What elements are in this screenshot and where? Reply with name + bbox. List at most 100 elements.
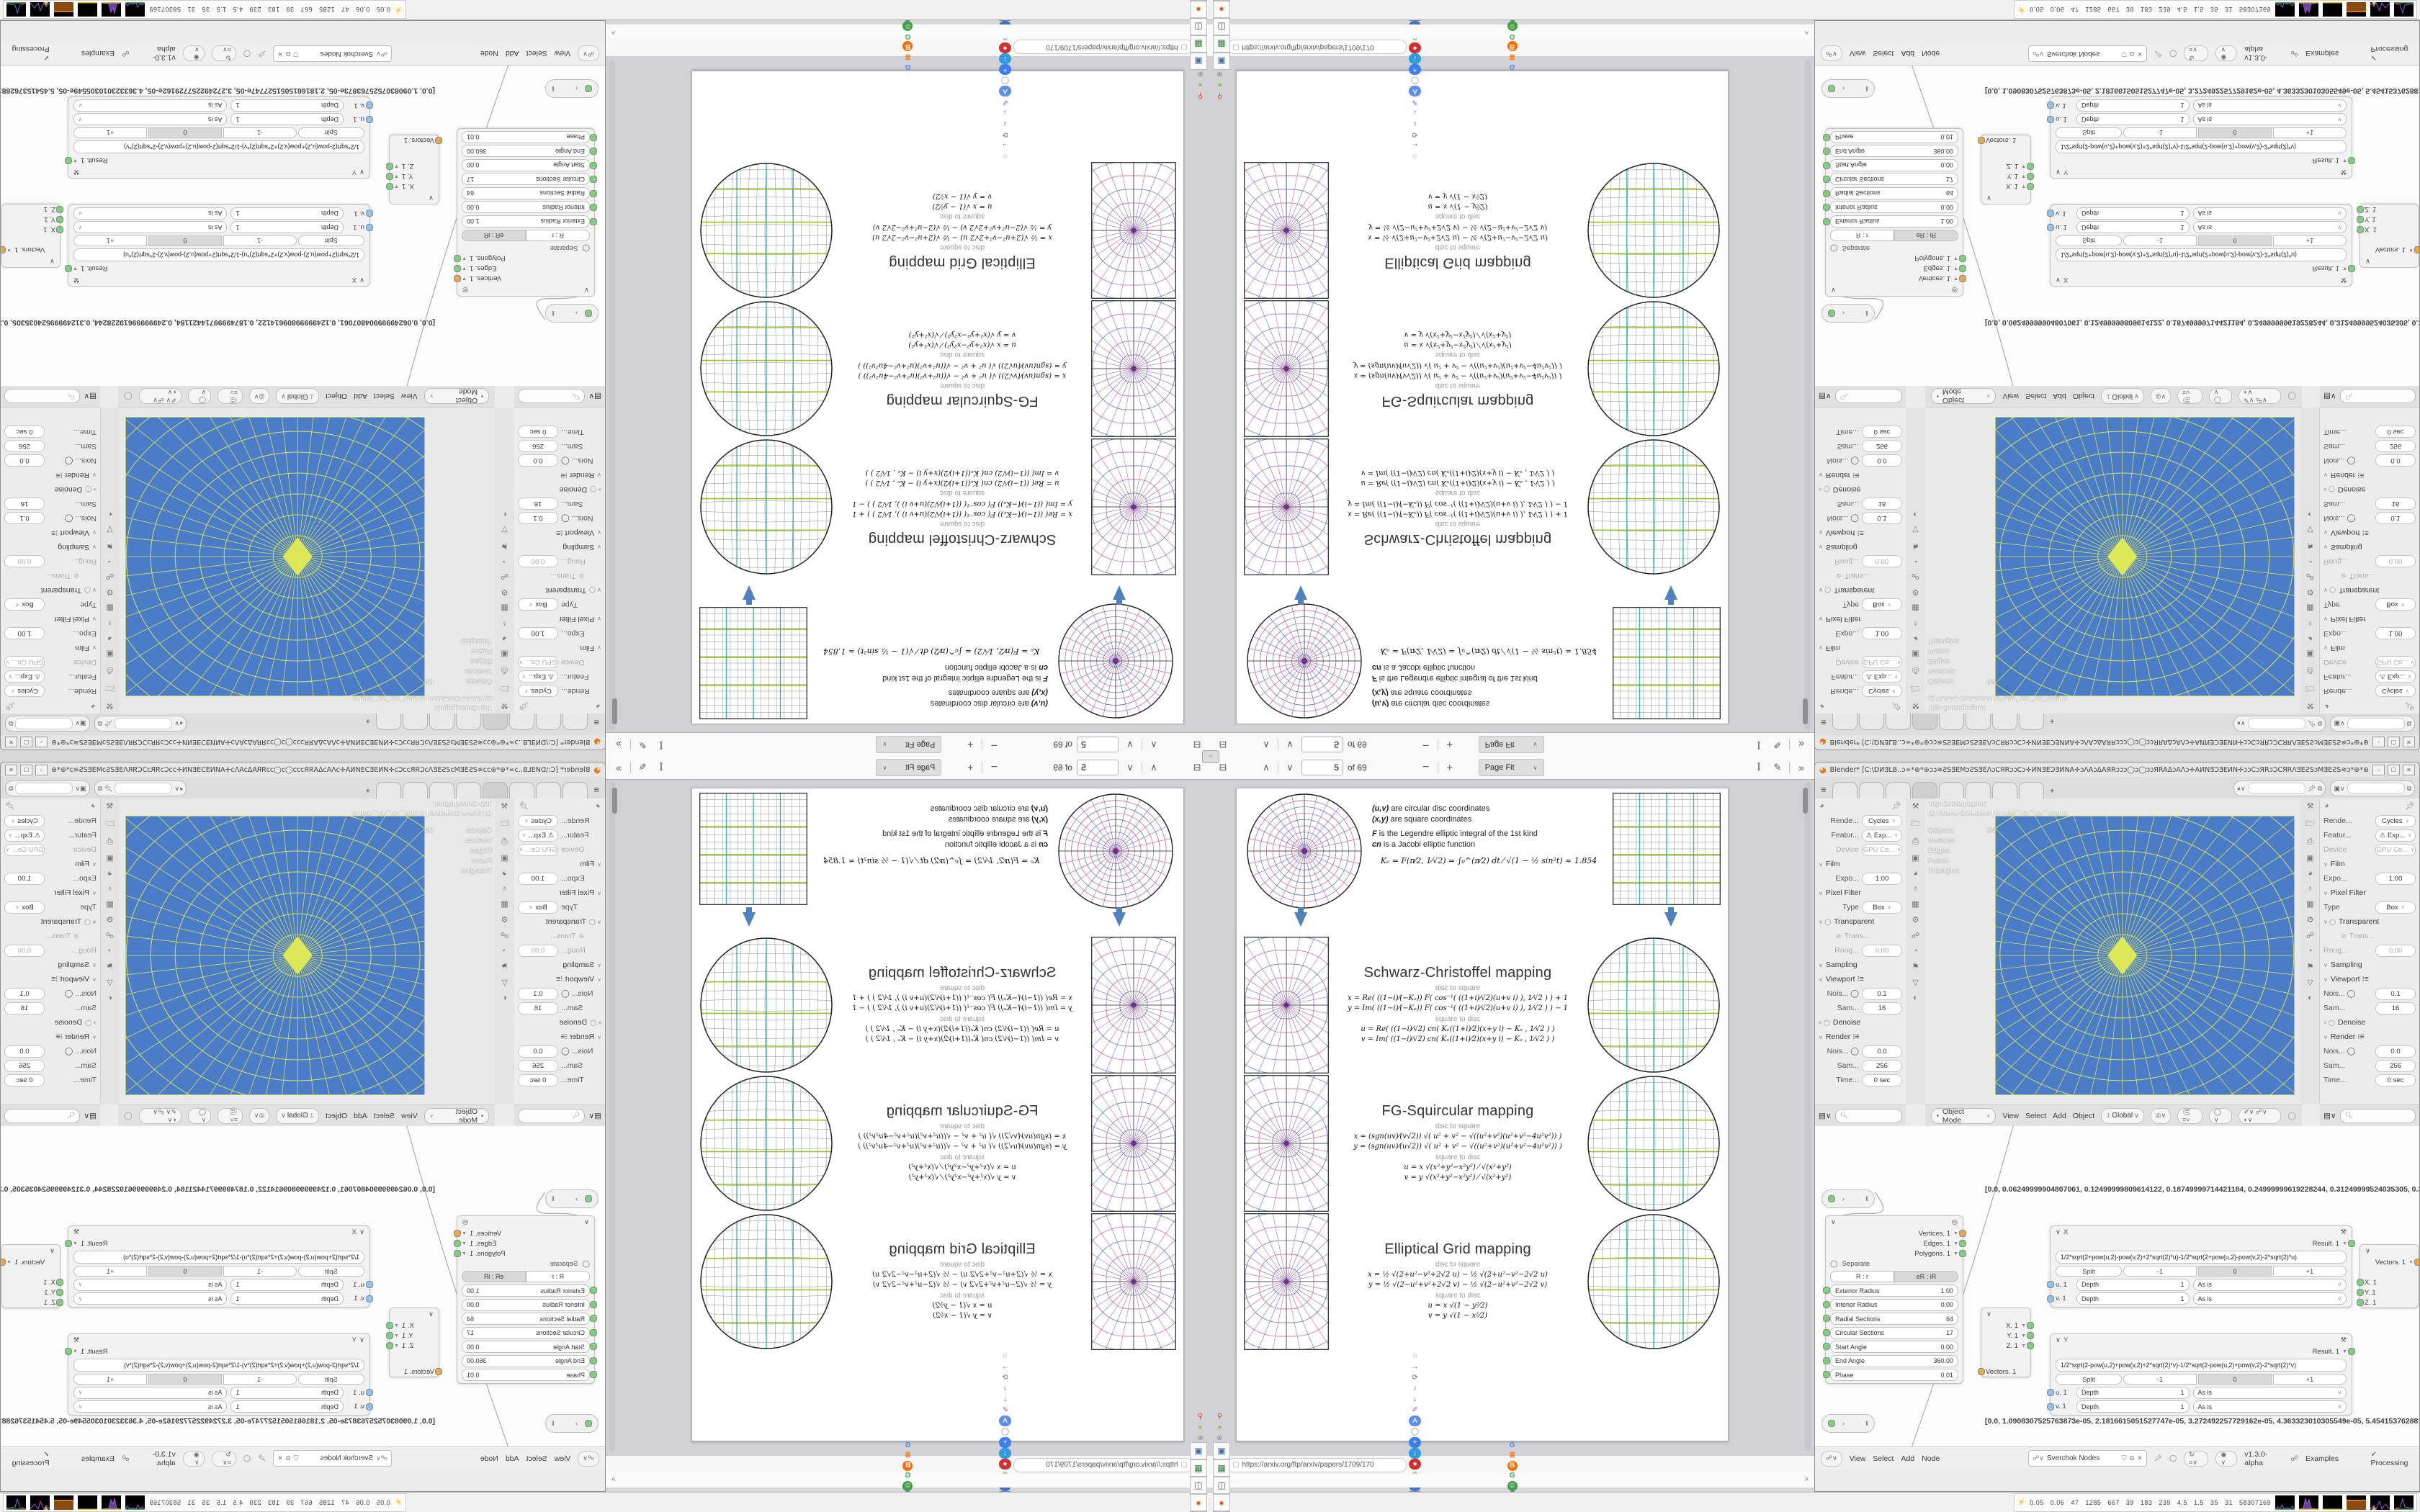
properties-row[interactable]: Nois... ◯ 0.0 <box>1815 454 1906 468</box>
y-socket[interactable] <box>386 1332 393 1339</box>
properties-row[interactable]: Viewport ⁝≡ <box>2320 526 2419 540</box>
node-menu-add[interactable]: Add <box>1901 49 1915 58</box>
properties-row[interactable]: Expo... 1.00 <box>514 626 605 641</box>
browser-nav-icon[interactable]: ⚲ <box>1197 1412 1204 1421</box>
text-select-tool-icon[interactable]: I <box>1757 739 1761 750</box>
node-number-field[interactable]: End Angle 360.00 <box>462 145 597 158</box>
browser-extension-icon[interactable]: ☆ <box>1412 1352 1418 1360</box>
shield-icon[interactable]: ⛉ <box>2121 50 2127 58</box>
editor-type-icon[interactable]: ▤∨ <box>84 392 97 401</box>
workspace-tab[interactable] <box>429 714 455 730</box>
proportional-edit-toggle[interactable]: ◯ ∨ <box>187 388 212 405</box>
scene-selector[interactable]: ◕∨ 📌︎ ⧉ <box>2233 780 2326 796</box>
v-socket[interactable] <box>366 102 373 109</box>
properties-row[interactable]: Expo... 1.00 <box>1 626 100 641</box>
shading-sphere-icon[interactable]: ◯ <box>124 1111 133 1120</box>
input-socket[interactable] <box>1823 1343 1830 1350</box>
sidebar-toggle-icon[interactable]: ⊟ <box>1193 739 1201 750</box>
node-menu-select[interactable]: Select <box>526 1454 547 1463</box>
text-select-tool-icon[interactable]: I <box>659 762 663 773</box>
workspace-tab[interactable] <box>563 714 588 730</box>
properties-row[interactable]: Denoise <box>2320 1015 2419 1030</box>
properties-row[interactable]: Sampling <box>2320 958 2419 972</box>
browser-nav-icon[interactable]: ⚲ <box>1197 91 1204 100</box>
z-socket[interactable] <box>386 163 393 170</box>
y-in-socket[interactable] <box>56 1289 63 1296</box>
maximize-button[interactable]: ☐ <box>2388 764 2400 775</box>
properties-row[interactable]: Nois... ◯ 0.1 <box>514 986 605 1001</box>
pin-icon[interactable]: 📌︎ <box>2307 720 2316 728</box>
copy-icon[interactable]: ⧉ <box>9 784 14 792</box>
zoom-mode-select[interactable]: Page Fit ∨ <box>876 736 942 753</box>
properties-row[interactable]: Trans... <box>514 929 605 943</box>
zoom-mode-select[interactable]: Page Fit ∨ <box>1478 736 1544 753</box>
radius-mode-buttons[interactable]: R : r eR : iR <box>462 230 590 241</box>
node-number-field[interactable]: Start Angle 0.00 <box>462 1341 597 1353</box>
vector-out-node[interactable]: ∨ X. 1 ▼ Y. 1 ▼ Z. 1 ▼ Vectors. 1 <box>1978 135 2034 204</box>
sverchok-node-editor[interactable]: [0.0, 0.06249999904807061, 0.12499999809… <box>1 42 605 386</box>
pdf-viewer-body[interactable]: (u,v) are circular disc coordinates (x,y… <box>606 57 1210 732</box>
properties-row[interactable]: Pixel Filter <box>1815 612 1906 626</box>
node-menu-select[interactable]: Select <box>1873 1454 1894 1463</box>
properties-row[interactable]: Film <box>514 857 605 871</box>
properties-row[interactable]: Nois... ◯ 0.0 <box>2320 454 2419 468</box>
overlay-toggles[interactable]: ✐∨ ☍∨ ◐∨ <box>2238 1107 2282 1124</box>
quick-launch-icon[interactable]: ▣ <box>1213 53 1230 71</box>
properties-row[interactable]: Time... 0 sec <box>2320 425 2419 439</box>
maximize-button[interactable]: ☐ <box>2388 737 2400 748</box>
input-socket[interactable] <box>590 1343 597 1350</box>
close-icon[interactable]: ✕ <box>277 1454 283 1462</box>
workspace-tab[interactable] <box>1832 782 1857 798</box>
properties-row[interactable]: Device GPU Co... <box>1815 655 1906 670</box>
shading-sphere-icon[interactable]: ◯ <box>2287 1111 2296 1120</box>
x-in-socket[interactable] <box>56 1279 63 1286</box>
x-socket[interactable] <box>2027 1322 2034 1329</box>
editor-type-select[interactable]: ☍∨ <box>1821 1450 1842 1467</box>
quick-launch-icon[interactable]: ● <box>1213 1 1230 19</box>
browser-extension-icon[interactable]: ☆ <box>1412 152 1418 160</box>
page-up-button[interactable]: ∧ <box>1263 739 1270 750</box>
formula-node[interactable]: ∨Y⚒ Result. 1▼ 1/2*sqrt(2-pow(u,2)+pow(v… <box>65 1333 373 1416</box>
copy-icon[interactable]: ⧉ <box>9 720 14 728</box>
properties-search-input[interactable]: 🔍︎ <box>4 389 81 404</box>
viewport-3d[interactable]: Top Orthographic (2) Scene Collection | … <box>118 798 495 1126</box>
add-workspace-button[interactable]: + <box>2049 786 2055 796</box>
formula-node[interactable]: ∨X⚒ Result. 1▼ 1/2*sqrt(2+pow(u,2)-pow(v… <box>2047 1225 2355 1308</box>
properties-row[interactable]: Roug... 0.00 <box>1815 943 1906 958</box>
properties-row[interactable]: Sam... 256 <box>1 439 100 454</box>
workspace-tab-active[interactable] <box>483 782 508 798</box>
vectors-in-socket[interactable] <box>1978 1368 1985 1375</box>
node-menu-add[interactable]: Add <box>1901 1454 1915 1463</box>
browser-extension-icon[interactable]: → <box>1001 1363 1009 1371</box>
viewport-menu-select[interactable]: Select <box>2025 392 2047 401</box>
input-socket[interactable] <box>590 1328 597 1336</box>
bookmark-icon[interactable]: G <box>905 32 911 40</box>
properties-row[interactable]: Render ⁝≡ <box>1815 1030 1906 1044</box>
x-in-socket[interactable] <box>2357 226 2364 233</box>
browser-nav-icon[interactable]: ⚲ <box>1216 1412 1223 1421</box>
properties-row[interactable]: Film <box>2320 857 2419 871</box>
browser-extension-icon[interactable]: ↓ <box>1413 1395 1417 1403</box>
node-menu-select[interactable]: Select <box>1873 49 1894 58</box>
close-button[interactable]: ✕ <box>2403 764 2415 775</box>
pin-icon[interactable]: 📌︎ <box>1891 701 1901 710</box>
draft-buttons[interactable]: ◉ ∨ <box>2215 1450 2238 1467</box>
properties-row[interactable]: Featur... ⚠ Exp... <box>1 670 100 684</box>
properties-row[interactable]: Denoise <box>2320 482 2419 497</box>
workspace-tab[interactable] <box>403 782 429 798</box>
properties-row[interactable]: Time... 0 sec <box>514 425 605 439</box>
properties-row[interactable]: Pixel Filter <box>514 612 605 626</box>
page-down-button[interactable]: ∨ <box>1286 762 1294 773</box>
node-number-field[interactable]: Phase 0.01 <box>462 131 597 143</box>
overlay-toggles[interactable]: ✐∨ ☍∨ ◐∨ <box>138 1107 182 1124</box>
properties-row[interactable]: Rende... Cycles <box>514 814 605 828</box>
node-number-field[interactable]: Circular Sections 17 <box>1823 1326 1958 1339</box>
node-menu-node[interactable]: Node <box>480 49 498 58</box>
pivot-select[interactable]: ◎∨ <box>248 1107 270 1124</box>
input-socket[interactable] <box>1823 1371 1830 1378</box>
scene-selector[interactable]: ◕∨ 📌︎ ⧉ <box>94 716 187 732</box>
formula-input[interactable]: 1/2*sqrt(2+pow(u,2)-pow(v,2)+2*sqrt(2)*u… <box>73 248 364 261</box>
node-tree-selector[interactable]: ☍∨ Sverchok Nodes ⛉ ⧉ ✕ <box>2028 1450 2147 1467</box>
v-socket[interactable] <box>2047 1403 2054 1410</box>
browser-extension-icon[interactable]: ✐ <box>1412 98 1418 106</box>
